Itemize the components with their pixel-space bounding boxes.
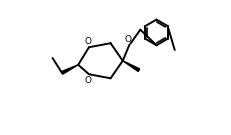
Polygon shape	[122, 61, 139, 72]
Polygon shape	[61, 65, 78, 74]
Text: O: O	[85, 37, 91, 46]
Text: O: O	[124, 35, 131, 44]
Text: O: O	[85, 76, 91, 85]
